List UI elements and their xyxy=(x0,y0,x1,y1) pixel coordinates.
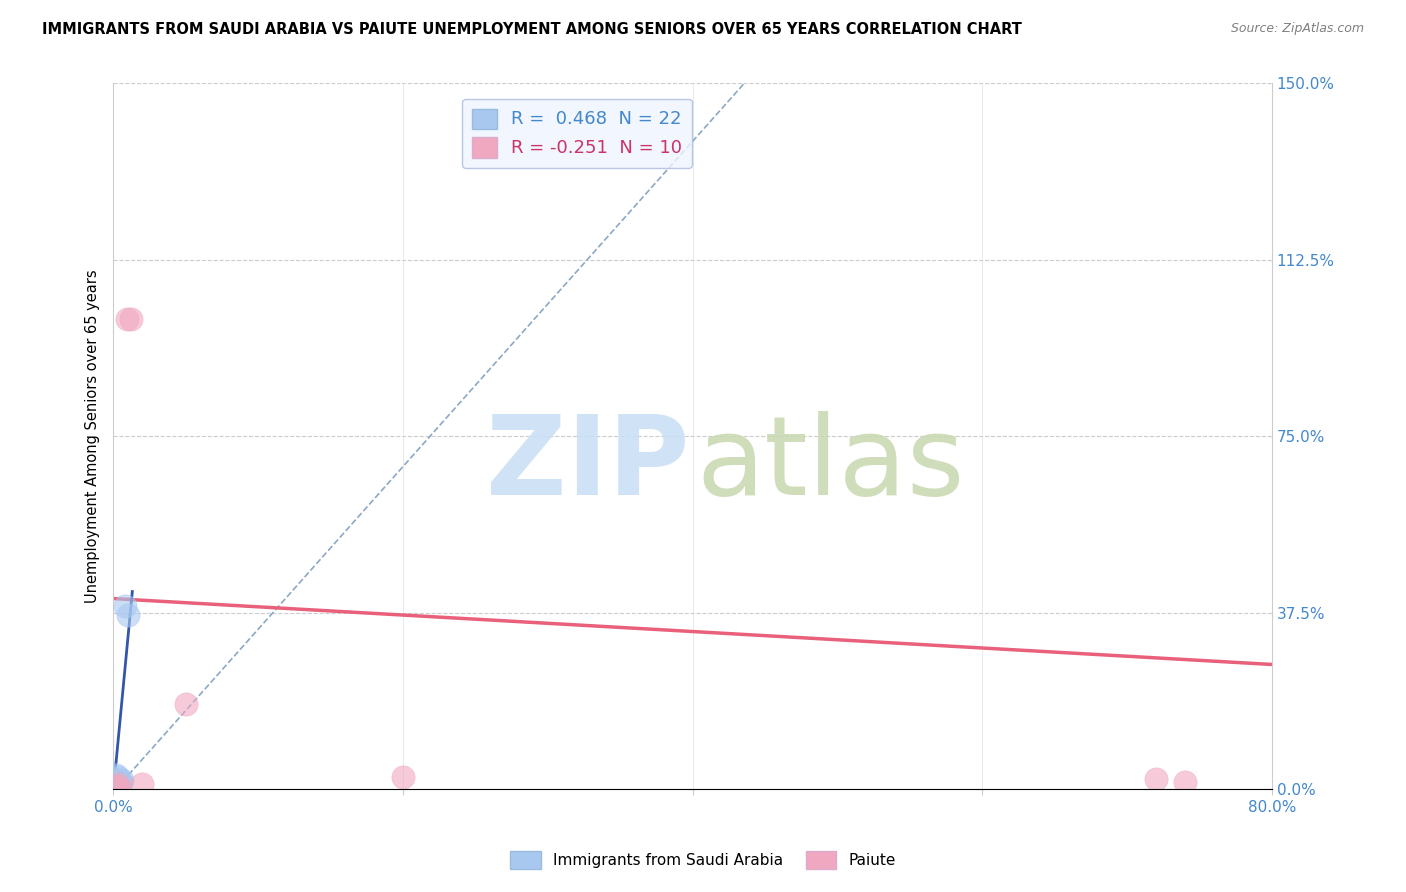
Legend: R =  0.468  N = 22, R = -0.251  N = 10: R = 0.468 N = 22, R = -0.251 N = 10 xyxy=(463,99,692,168)
Point xyxy=(107,780,129,794)
Point xyxy=(174,698,197,712)
Point xyxy=(110,775,132,789)
Text: ZIP: ZIP xyxy=(486,411,689,518)
Text: atlas: atlas xyxy=(696,411,965,518)
Point xyxy=(392,771,415,785)
Point xyxy=(104,780,127,794)
Point xyxy=(105,780,128,794)
Point xyxy=(1144,772,1167,786)
Point xyxy=(107,772,129,787)
Point xyxy=(117,608,139,623)
Point xyxy=(110,775,132,789)
Point xyxy=(107,780,129,794)
Point xyxy=(105,772,128,787)
Point xyxy=(111,772,134,787)
Point xyxy=(1174,775,1197,789)
Point xyxy=(108,777,131,791)
Legend: Immigrants from Saudi Arabia, Paiute: Immigrants from Saudi Arabia, Paiute xyxy=(503,845,903,875)
Point xyxy=(107,771,129,785)
Point xyxy=(108,777,131,791)
Point xyxy=(104,772,127,787)
Point xyxy=(107,780,129,794)
Point xyxy=(105,780,128,794)
Point xyxy=(107,780,129,794)
Y-axis label: Unemployment Among Seniors over 65 years: Unemployment Among Seniors over 65 years xyxy=(86,269,100,603)
Point xyxy=(114,599,136,613)
Point xyxy=(131,777,153,791)
Text: IMMIGRANTS FROM SAUDI ARABIA VS PAIUTE UNEMPLOYMENT AMONG SENIORS OVER 65 YEARS : IMMIGRANTS FROM SAUDI ARABIA VS PAIUTE U… xyxy=(42,22,1022,37)
Point xyxy=(105,777,128,791)
Point xyxy=(105,768,128,782)
Point xyxy=(120,311,142,326)
Point xyxy=(105,777,128,791)
Point xyxy=(107,777,129,791)
Point xyxy=(115,311,138,326)
Point xyxy=(104,780,127,794)
Point xyxy=(107,777,129,791)
Point xyxy=(108,777,131,791)
Text: Source: ZipAtlas.com: Source: ZipAtlas.com xyxy=(1230,22,1364,36)
